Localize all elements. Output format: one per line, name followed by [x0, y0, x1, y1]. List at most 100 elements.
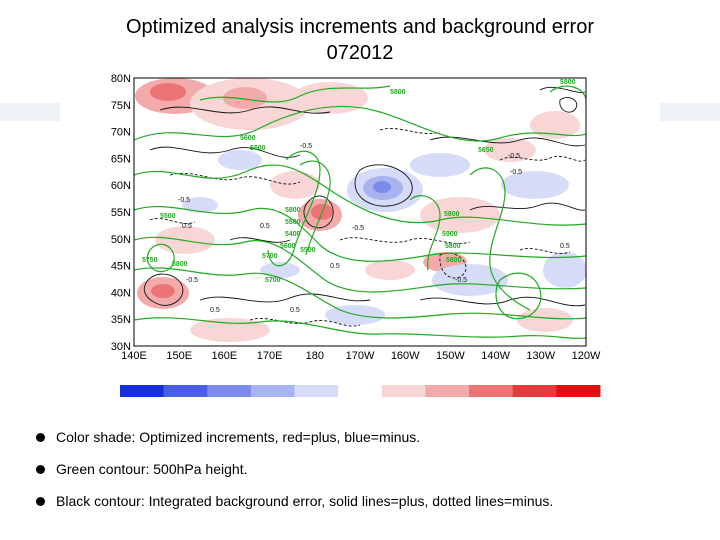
- bullet-text: Green contour: 500hPa height.: [56, 461, 248, 477]
- height-contour-label: 5650: [478, 147, 494, 154]
- increment-patch: [373, 181, 391, 193]
- height-contour-label: 5800: [444, 211, 460, 218]
- height-contour-label: 5800: [446, 257, 462, 264]
- height-contours: [134, 85, 586, 339]
- error-contour: [429, 136, 586, 147]
- error-contour-label: 0.5: [330, 263, 340, 270]
- colorbar-swatch: [512, 385, 557, 397]
- error-contour-label: -0.5: [510, 169, 522, 176]
- colorbar-swatch: [294, 385, 339, 397]
- legend-notes: Color shade: Optimized increments, red=p…: [36, 428, 553, 524]
- error-contour: [169, 172, 301, 185]
- error-contour: [339, 237, 471, 244]
- lon-tick-label: 150W: [436, 350, 465, 362]
- height-contour: [146, 243, 175, 273]
- height-contour: [409, 195, 441, 271]
- colorbar-swatch: [381, 385, 426, 397]
- error-contour-label: 0.5: [560, 243, 570, 250]
- error-labels: -0.5 0.5 -0.5 0.5 -0.5 -0.5 -0.5 0.5 -0.5 0.5 0.5 -…: [178, 143, 570, 314]
- height-contour-label: 5900: [442, 231, 458, 238]
- increment-patch: [432, 264, 508, 296]
- lat-tick-label: 80N: [111, 73, 131, 85]
- height-contour-label: 5800: [285, 207, 301, 214]
- error-contour: [519, 248, 571, 254]
- error-contour-label: 0.5: [182, 223, 192, 230]
- background-strip-left: [0, 103, 60, 121]
- increment-patch: [182, 197, 218, 213]
- lon-tick-label: 160W: [391, 350, 420, 362]
- lon-tick-label: 170W: [346, 350, 375, 362]
- height-labels: 5800 5800 5600 5600 5650 5500 5800 5500 5400 5600…: [142, 79, 576, 284]
- height-contour: [199, 85, 391, 103]
- lon-tick-label: 130W: [526, 350, 555, 362]
- height-contour: [134, 105, 586, 142]
- colorbar-swatch: [207, 385, 252, 397]
- increment-patch: [223, 87, 267, 109]
- lat-tick-label: 65N: [111, 153, 131, 165]
- increment-patch: [292, 82, 368, 114]
- page-title: Optimized analysis increments and backgr…: [0, 14, 720, 66]
- lon-tick-label: 120W: [572, 350, 601, 362]
- increment-patch: [530, 111, 580, 139]
- increment-patch: [501, 171, 569, 199]
- background-strip-right: [660, 103, 720, 121]
- bullet-text: Color shade: Optimized increments, red=p…: [56, 429, 421, 445]
- error-contour-label: 0.5: [260, 223, 270, 230]
- height-contour-label: 5500: [300, 247, 316, 254]
- bullet-item: Green contour: 500hPa height.: [36, 460, 553, 478]
- lon-tick-label: 170E: [257, 350, 283, 362]
- height-contour-label: 5600: [240, 135, 256, 142]
- title-line-1: Optimized analysis increments and backgr…: [126, 16, 594, 38]
- increment-patch: [365, 260, 415, 280]
- error-contour: [199, 293, 371, 303]
- increment-patch: [410, 153, 470, 177]
- colorbar-swatch: [469, 385, 514, 397]
- error-contour-label: -0.5: [300, 143, 312, 150]
- error-contour: [379, 128, 441, 134]
- increment-patch: [218, 150, 262, 170]
- lat-tick-label: 70N: [111, 127, 131, 139]
- height-contour: [134, 267, 586, 320]
- error-contours: [143, 86, 586, 327]
- height-contour: [267, 150, 321, 267]
- height-contour: [299, 160, 331, 256]
- bullet-icon: [36, 496, 45, 506]
- height-contour-label: 5600: [250, 145, 266, 152]
- height-contour: [469, 167, 531, 311]
- error-contour: [149, 146, 301, 158]
- error-contour: [439, 252, 467, 279]
- error-contour-label: -0.5: [186, 277, 198, 284]
- error-contour: [303, 195, 334, 229]
- error-contour: [499, 156, 586, 162]
- colorbar-swatch: [556, 385, 601, 397]
- error-contour-label: 0.5: [290, 307, 300, 314]
- error-contour: [469, 202, 586, 211]
- increment-patch: [517, 308, 573, 332]
- increment-patch: [151, 284, 175, 298]
- height-contour-label: 5500: [285, 219, 301, 226]
- error-contour: [149, 218, 196, 224]
- height-contour-label: 5750: [142, 257, 158, 264]
- height-contour: [134, 236, 586, 293]
- increment-patch: [190, 318, 270, 342]
- lat-tick-label: 35N: [111, 314, 131, 326]
- bullet-item: Color shade: Optimized increments, red=p…: [36, 428, 553, 446]
- error-contour-label: -0.5: [178, 197, 190, 204]
- lon-tick-label: 140W: [481, 350, 510, 362]
- lat-tick-label: 75N: [111, 100, 131, 112]
- height-contour: [134, 164, 586, 226]
- error-contour: [559, 97, 578, 113]
- title-line-2: 072012: [326, 42, 394, 64]
- height-contour-label: 5500: [160, 213, 176, 220]
- error-contour: [419, 296, 586, 307]
- height-contour-label: 5800: [560, 79, 576, 86]
- colorbar-swatch: [120, 385, 165, 397]
- colorbar-swatch: [338, 385, 383, 397]
- lat-tick-label: 40N: [111, 287, 131, 299]
- increment-patch: [270, 171, 320, 199]
- lon-tick-label: 160E: [212, 350, 238, 362]
- height-contour: [134, 206, 586, 262]
- lat-tick-label: 45N: [111, 261, 131, 273]
- height-contour-label: 5800: [445, 243, 461, 250]
